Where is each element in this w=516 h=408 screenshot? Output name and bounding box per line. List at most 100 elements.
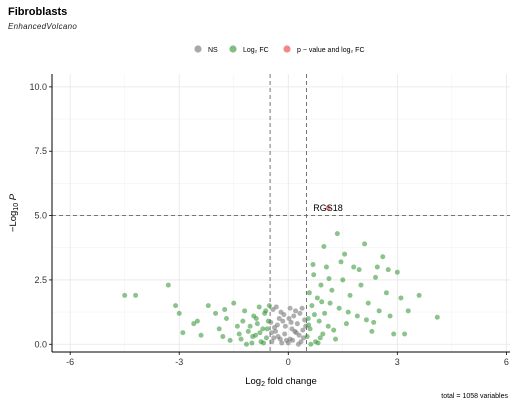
point-s1-3 bbox=[173, 303, 179, 309]
point-s0-6 bbox=[280, 318, 286, 324]
point-s1-37 bbox=[263, 308, 269, 314]
point-s1-34 bbox=[253, 316, 259, 322]
point-s1-77 bbox=[398, 295, 404, 301]
point-s1-6 bbox=[191, 321, 197, 327]
point-s1-55 bbox=[325, 323, 331, 329]
point-s1-35 bbox=[257, 330, 263, 336]
point-s1-29 bbox=[266, 303, 272, 309]
point-s1-74 bbox=[387, 313, 393, 319]
point-s1-30 bbox=[240, 318, 246, 324]
legend-key-2 bbox=[283, 45, 291, 53]
point-s1-70 bbox=[373, 274, 379, 280]
legend-label-0: NS bbox=[208, 47, 218, 54]
point-s1-4 bbox=[176, 310, 182, 316]
point-s1-73 bbox=[383, 290, 389, 296]
point-s1-25 bbox=[260, 326, 266, 332]
point-s1-93 bbox=[385, 267, 391, 273]
point-s1-47 bbox=[311, 272, 317, 278]
point-s1-76 bbox=[394, 269, 400, 275]
x-axis-title: Log2 fold change bbox=[245, 376, 317, 388]
point-s0-32 bbox=[288, 319, 294, 325]
point-s1-38 bbox=[264, 326, 270, 332]
point-s0-2 bbox=[273, 328, 279, 334]
point-s0-1 bbox=[271, 335, 277, 341]
point-s1-40 bbox=[222, 307, 228, 313]
point-s1-56 bbox=[327, 300, 333, 306]
point-s1-72 bbox=[380, 254, 386, 260]
y-tick-label-2: 5.0 bbox=[34, 211, 47, 221]
point-s1-99 bbox=[306, 322, 312, 328]
point-s1-57 bbox=[329, 287, 335, 293]
point-s0-0 bbox=[269, 339, 275, 345]
point-s1-11 bbox=[220, 334, 226, 340]
legend-label-1: Log₂ FC bbox=[243, 47, 269, 54]
legend-key-0 bbox=[194, 45, 202, 53]
point-s0-27 bbox=[297, 310, 303, 316]
chart-title: Fibroblasts bbox=[8, 6, 68, 18]
point-s1-61 bbox=[340, 277, 346, 283]
point-s0-31 bbox=[277, 336, 283, 342]
point-s1-2 bbox=[165, 282, 171, 288]
point-s0-14 bbox=[294, 321, 300, 327]
point-s1-91 bbox=[363, 317, 369, 323]
point-s1-80 bbox=[434, 314, 440, 320]
point-s1-16 bbox=[238, 336, 244, 342]
point-s0-12 bbox=[291, 313, 297, 319]
point-s1-33 bbox=[250, 334, 256, 340]
x-tick-label-1: -3 bbox=[175, 357, 183, 367]
point-s1-42 bbox=[304, 334, 310, 340]
point-s1-92 bbox=[374, 264, 380, 270]
y-tick-label-4: 10.0 bbox=[29, 82, 47, 92]
point-s1-86 bbox=[311, 312, 317, 318]
legend-key-1 bbox=[229, 45, 237, 53]
point-s0-30 bbox=[273, 304, 279, 310]
point-s1-12 bbox=[223, 316, 229, 322]
point-s0-38 bbox=[269, 330, 275, 336]
point-s1-79 bbox=[416, 292, 422, 298]
point-s1-71 bbox=[376, 308, 382, 314]
point-s1-46 bbox=[309, 303, 315, 309]
point-s0-33 bbox=[292, 328, 298, 334]
point-s1-36 bbox=[261, 340, 267, 346]
point-s1-84 bbox=[321, 243, 327, 249]
point-s0-22 bbox=[279, 340, 285, 346]
point-s1-10 bbox=[216, 326, 222, 332]
point-s1-98 bbox=[345, 309, 351, 315]
point-s1-53 bbox=[322, 310, 328, 316]
x-tick-label-2: 0 bbox=[286, 357, 291, 367]
point-s0-17 bbox=[300, 327, 306, 333]
point-s0-13 bbox=[293, 308, 299, 314]
point-s1-66 bbox=[358, 282, 364, 288]
x-tick-label-4: 6 bbox=[504, 357, 509, 367]
point-s0-7 bbox=[282, 331, 288, 337]
point-s1-87 bbox=[317, 335, 323, 341]
point-s0-35 bbox=[281, 312, 287, 318]
point-s1-81 bbox=[402, 331, 408, 337]
point-s1-96 bbox=[326, 276, 332, 282]
point-s1-1 bbox=[133, 292, 139, 298]
point-s0-25 bbox=[290, 337, 296, 343]
y-axis-title: −Log10 P bbox=[8, 193, 20, 232]
point-s0-24 bbox=[286, 316, 292, 322]
point-s1-67 bbox=[362, 241, 368, 247]
chart-subtitle: EnhancedVolcano bbox=[8, 22, 78, 31]
point-s1-83 bbox=[338, 259, 344, 265]
y-tick-label-0: 0.0 bbox=[34, 339, 47, 349]
point-s1-78 bbox=[405, 308, 411, 314]
point-s0-23 bbox=[282, 323, 288, 329]
point-s1-65 bbox=[354, 313, 360, 319]
point-s1-54 bbox=[323, 264, 329, 270]
point-s1-88 bbox=[331, 327, 337, 333]
point-s1-82 bbox=[371, 319, 377, 325]
point-s0-36 bbox=[295, 341, 301, 347]
point-s0-39 bbox=[287, 305, 293, 311]
point-s1-8 bbox=[205, 303, 211, 309]
point-s1-62 bbox=[343, 321, 349, 327]
point-s1-17 bbox=[242, 308, 248, 314]
point-s1-23 bbox=[256, 304, 262, 310]
point-s1-18 bbox=[245, 328, 251, 334]
point-s1-63 bbox=[347, 292, 353, 298]
point-s1-58 bbox=[333, 336, 339, 342]
point-s1-64 bbox=[351, 264, 357, 270]
point-s1-90 bbox=[356, 267, 362, 273]
